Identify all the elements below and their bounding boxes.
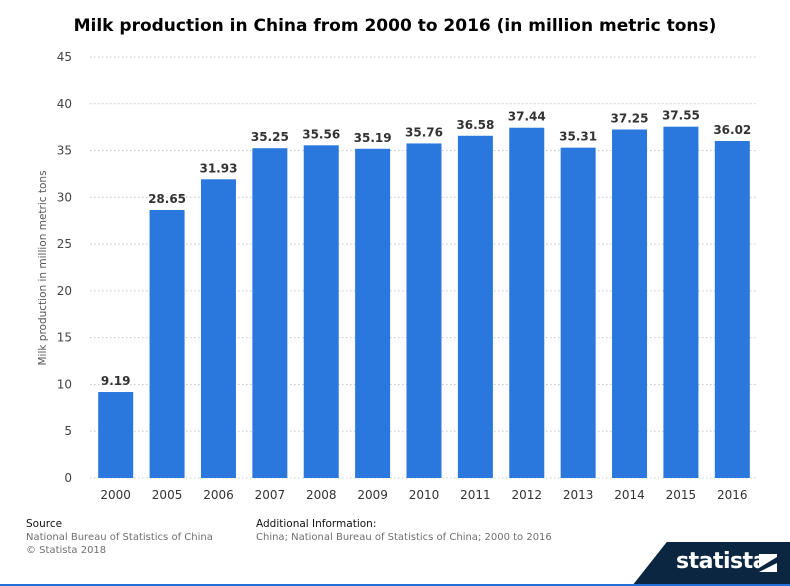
x-tick-label-2006: 2006 [203,488,234,502]
data-label-2014: 37.25 [611,112,649,126]
bar-2013[interactable] [560,147,596,478]
bar-2010[interactable] [406,143,442,479]
data-label-2007: 35.25 [251,130,289,144]
bar-2008[interactable] [303,145,339,478]
bar-2005[interactable] [149,209,185,479]
data-label-2005: 28.65 [148,192,186,206]
copyright-line: © Statista 2018 [26,545,107,556]
x-tick-label-2012: 2012 [511,488,542,502]
data-label-2010: 35.76 [405,125,443,139]
y-axis-ticks: 0 5 10 15 20 25 30 35 40 45 [57,50,72,485]
bar-2015[interactable] [663,126,699,479]
x-tick-label-2013: 2013 [563,488,594,502]
additional-info-block: Additional Information: China; National … [256,518,552,544]
data-label-2015: 37.55 [662,109,700,123]
source-heading: Source [26,518,63,530]
y-tick-label: 0 [64,471,72,485]
bar-2012[interactable] [509,127,545,478]
x-tick-label-2011: 2011 [460,488,491,502]
x-tick-label-2015: 2015 [666,488,697,502]
source-line[interactable]: National Bureau of Statistics of China [26,532,213,543]
x-tick-label-2014: 2014 [614,488,645,502]
additional-info-line: China; National Bureau of Statistics of … [256,532,552,543]
x-tick-label-2005: 2005 [152,488,183,502]
y-axis-label: Milk production in million metric tons [37,170,49,365]
data-label-2016: 36.02 [713,123,751,137]
statista-mark-icon [759,554,777,572]
y-tick-label: 25 [57,237,72,251]
y-tick-label: 5 [64,424,72,438]
data-label-2009: 35.19 [354,131,392,145]
bar-2011[interactable] [457,135,493,478]
y-tick-label: 35 [57,144,72,158]
source-block: Source National Bureau of Statistics of … [26,518,213,557]
data-label-2006: 31.93 [199,161,237,175]
bar-2007[interactable] [252,148,288,478]
bottom-accent-stripe [0,584,790,586]
y-tick-label: 20 [57,284,72,298]
bar-2006[interactable] [200,179,236,479]
y-tick-label: 45 [57,50,72,64]
bars [98,126,750,479]
x-tick-label-2007: 2007 [255,488,286,502]
data-label-2011: 36.58 [456,118,494,132]
bar-2016[interactable] [714,141,750,479]
additional-info-heading: Additional Information: [256,518,377,530]
bar-2009[interactable] [355,148,391,478]
x-tick-label-2016: 2016 [717,488,748,502]
data-labels: 9.19 28.65 31.93 35.25 35.56 35.19 35.76 36.58 3… [101,109,751,388]
chart-title: Milk production in China from 2000 to 20… [73,16,717,36]
x-tick-label-2010: 2010 [409,488,440,502]
data-label-2013: 35.31 [559,130,597,144]
data-label-2000: 9.19 [101,374,131,388]
y-tick-label: 40 [57,97,72,111]
x-axis-ticks: 2000 2005 2006 2007 2008 2009 2010 2011 2012 2013… [100,488,747,502]
x-tick-label-2008: 2008 [306,488,337,502]
y-tick-label: 10 [57,377,72,391]
bar-2000[interactable] [98,392,134,478]
x-tick-label-2000: 2000 [100,488,131,502]
y-tick-label: 30 [57,190,72,204]
y-tick-label: 15 [57,331,72,345]
data-label-2008: 35.56 [302,127,340,141]
data-label-2012: 37.44 [508,110,546,124]
bar-2014[interactable] [612,129,648,478]
statista-logo-text: statista [676,549,767,574]
x-tick-label-2009: 2009 [357,488,388,502]
